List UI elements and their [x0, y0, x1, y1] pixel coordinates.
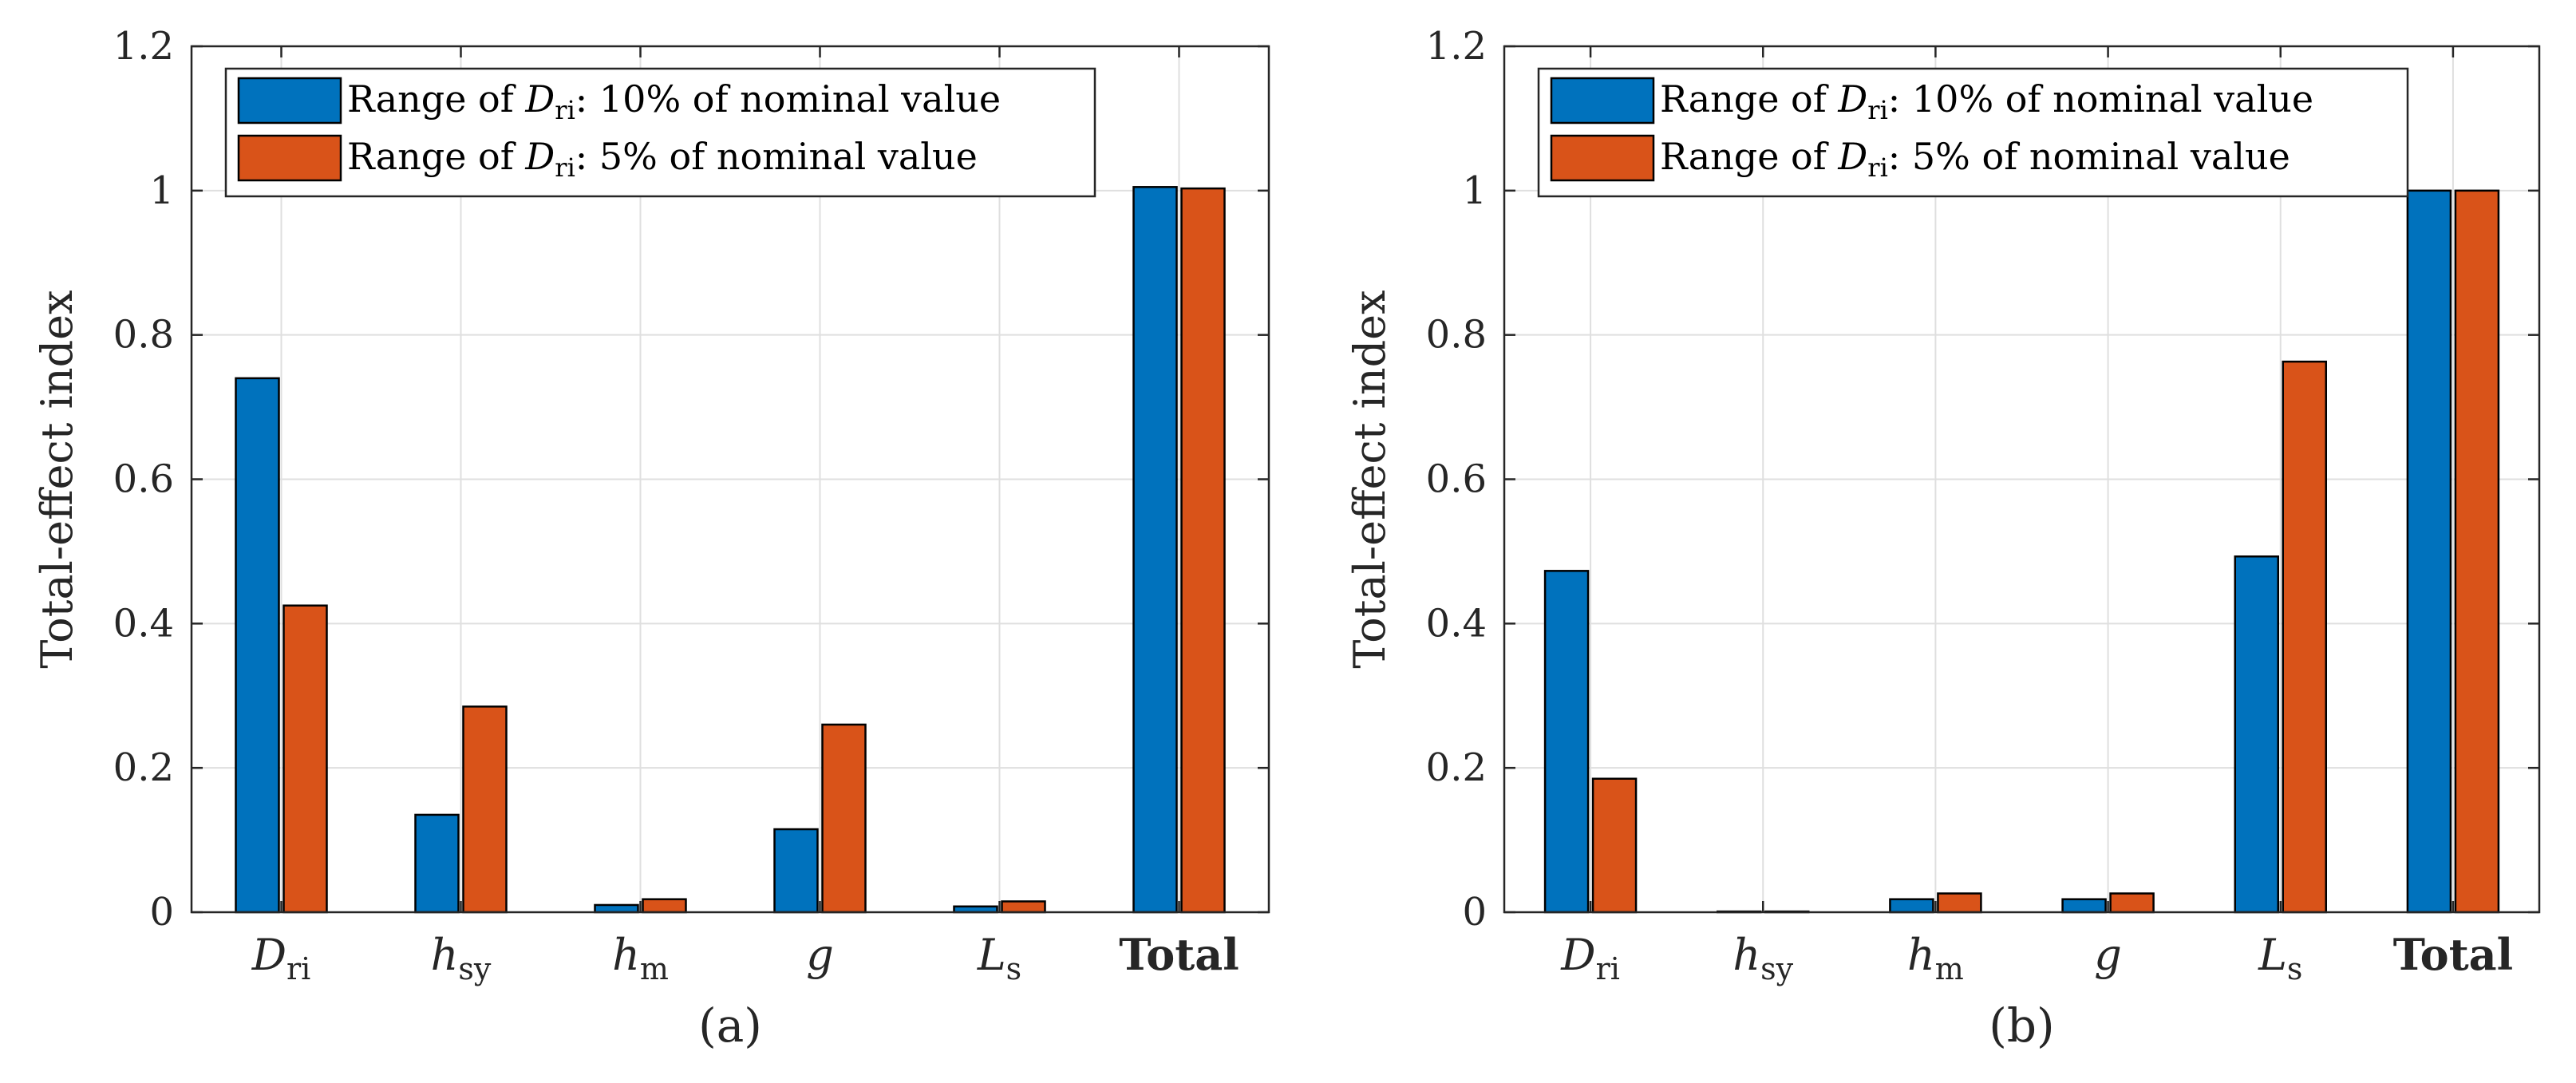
legend-swatch-1: [1550, 77, 1655, 125]
legend-box: [224, 67, 1096, 198]
y-tick-label: 1: [149, 168, 174, 213]
bar-series-2-2: [642, 898, 687, 914]
x-tick-label-4: Ls: [2258, 930, 2302, 986]
y-axis-label: Total-effect index: [1345, 290, 1395, 668]
bar-series-2-2: [1937, 892, 1982, 914]
bar-series-1-2: [594, 903, 639, 914]
x-tick-label-4: Ls: [977, 930, 1021, 986]
y-tick-label: 1.2: [1426, 24, 1487, 69]
y-tick-label: 0.2: [113, 745, 174, 790]
bar-series-2-0: [282, 604, 328, 914]
y-tick-label: 0.4: [1426, 601, 1487, 646]
chart-panel-a: 0 0.2 0.4 0.6 0.8 1 1.2 Dri hsy hm g Ls Total Total-e…: [32, 24, 1270, 1053]
bar-series-2-3: [2109, 892, 2155, 914]
bar-series-1-0: [1543, 570, 1590, 914]
legend-label-1: Range of Dri: 10% of nominal value: [1660, 77, 2313, 125]
bar-series-2-4: [1001, 900, 1046, 914]
panel-label: (a): [698, 998, 762, 1053]
bar-series-1-0: [235, 377, 280, 914]
y-tick-label: 0.2: [1426, 745, 1487, 790]
y-tick-label: 0: [1462, 890, 1487, 935]
y-tick-label: 0.6: [113, 457, 174, 502]
legend-label-2: Range of Dri: 5% of nominal value: [347, 135, 978, 183]
y-axis-label: Total-effect index: [32, 290, 82, 668]
y-tick-label: 0.8: [113, 313, 174, 358]
bar-series-2-4: [2282, 360, 2327, 914]
bar-series-2-5: [2454, 189, 2500, 914]
panel-label: (b): [1989, 998, 2054, 1053]
x-tick-label-3: g: [806, 930, 834, 980]
y-tick-label: 0.4: [113, 601, 174, 646]
bar-series-1-5: [2406, 189, 2452, 914]
chart-panel-b: 0 0.2 0.4 0.6 0.8 1 1.2 Dri hsy hm g Ls Total Total-e…: [1345, 24, 2541, 1053]
bar-series-1-5: [1132, 186, 1178, 914]
x-tick-label-3: g: [2094, 930, 2122, 980]
legend-swatch-2: [237, 134, 342, 182]
bar-series-2-0: [1591, 777, 1638, 914]
y-tick-label: 0.8: [1426, 313, 1487, 358]
bar-series-1-3: [773, 828, 819, 914]
legend-box: [1537, 67, 2409, 198]
x-tick-label-1: hsy: [1732, 930, 1793, 986]
y-tick-label: 0: [149, 890, 174, 935]
x-tick-label-2: hm: [612, 930, 669, 986]
x-tick-label-5: Total: [1119, 929, 1239, 980]
y-tick-label: 0.6: [1426, 457, 1487, 502]
legend-label-2: Range of Dri: 5% of nominal value: [1660, 135, 2290, 183]
y-tick-label: 1.2: [113, 24, 174, 69]
legend: Range of Dri: 10% of nominal value Range …: [224, 67, 1096, 198]
bar-series-2-3: [821, 723, 867, 914]
x-tick-label-1: hsy: [431, 930, 492, 986]
bar-series-1-2: [1889, 898, 1934, 914]
legend-swatch-1: [237, 77, 342, 125]
x-tick-label-2: hm: [1907, 930, 1964, 986]
y-tick-label: 1: [1462, 168, 1487, 213]
bar-series-1-4: [2234, 555, 2279, 914]
bar-series-2-5: [1180, 187, 1226, 914]
x-tick-label-5: Total: [2393, 929, 2513, 980]
legend-label-1: Range of Dri: 10% of nominal value: [347, 77, 1001, 125]
legend-swatch-2: [1550, 134, 1655, 182]
bar-series-2-1: [462, 706, 508, 914]
bar-series-1-1: [414, 813, 460, 914]
x-tick-label-0: Dri: [251, 930, 311, 986]
legend: Range of Dri: 10% of nominal value Range …: [1537, 67, 2409, 198]
x-tick-label-0: Dri: [1560, 930, 1620, 986]
bar-series-1-3: [2061, 898, 2107, 914]
